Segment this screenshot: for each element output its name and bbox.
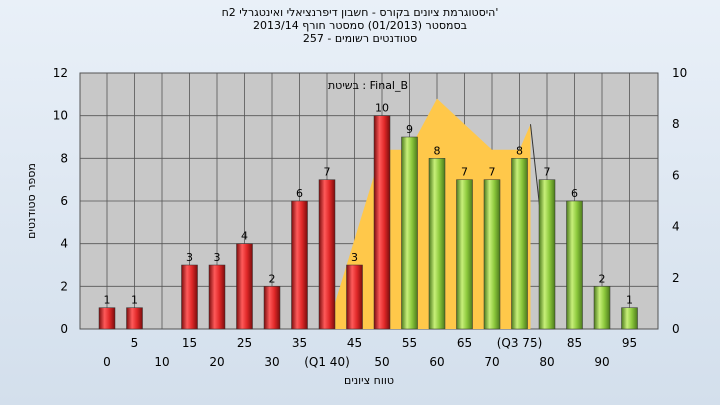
y2-tick-label: 8 xyxy=(672,117,680,131)
bar xyxy=(181,264,198,330)
y-tick-label: 0 xyxy=(60,322,68,336)
bar xyxy=(566,200,583,330)
x-tick-label: 65 xyxy=(457,336,472,350)
x-tick-label: 60 xyxy=(429,355,444,369)
x-tick-label: 35 xyxy=(292,336,307,350)
data-label: 7 xyxy=(489,166,496,179)
x-tick-label: 5 xyxy=(131,336,139,350)
data-label: 7 xyxy=(461,166,468,179)
x-tick-label: 85 xyxy=(567,336,582,350)
data-label: 3 xyxy=(214,251,221,264)
bar xyxy=(291,200,308,330)
bar xyxy=(456,179,473,330)
y-axis-title: מספר סטודנטים xyxy=(25,163,38,239)
bar xyxy=(483,179,501,330)
bar xyxy=(428,158,446,330)
x-tick-label: (Q1 40) xyxy=(304,355,350,369)
bar xyxy=(98,307,116,330)
data-label: 1 xyxy=(104,294,111,307)
y-tick-label: 6 xyxy=(60,194,68,208)
bar xyxy=(346,264,363,330)
x-tick-label: 10 xyxy=(154,355,169,369)
chart-title-line1: היסטוגרמת ציונים בקורס - חשבון דיפרנציאל… xyxy=(221,6,499,19)
x-tick-label: 20 xyxy=(209,355,224,369)
chart-title: היסטוגרמת ציונים בקורס - חשבון דיפרנציאל… xyxy=(0,6,720,45)
x-tick-label: (Q3 75) xyxy=(497,336,543,350)
bar xyxy=(538,179,556,330)
bar xyxy=(511,158,528,330)
bar xyxy=(263,286,281,330)
y-tick-label: 4 xyxy=(60,237,68,251)
data-label: 10 xyxy=(375,102,389,115)
chart-title-line2: בסמסטר (01/2013) סמסטר חורף 2013/14 xyxy=(253,19,467,32)
y2-tick-label: 6 xyxy=(672,168,680,182)
bar xyxy=(373,115,391,330)
bar xyxy=(126,307,143,330)
data-label: 3 xyxy=(351,251,358,264)
data-label: 1 xyxy=(131,294,138,307)
data-label: 7 xyxy=(544,166,551,179)
x-tick-label: 30 xyxy=(264,355,279,369)
bars xyxy=(98,115,638,330)
x-tick-label: 95 xyxy=(622,336,637,350)
y-tick-label: 8 xyxy=(60,151,68,165)
chart-annotation: בשיטת : Final_B xyxy=(328,79,408,92)
x-tick-label: 25 xyxy=(237,336,252,350)
x-tick-label: 90 xyxy=(594,355,609,369)
y2-tick-label: 4 xyxy=(672,220,680,234)
data-label: 2 xyxy=(269,272,276,285)
data-label: 8 xyxy=(434,144,441,157)
data-label: 6 xyxy=(571,187,578,200)
x-tick-label: 55 xyxy=(402,336,417,350)
data-label: 4 xyxy=(241,230,248,243)
data-label: 6 xyxy=(296,187,303,200)
bar xyxy=(621,307,638,330)
x-tick-label: 50 xyxy=(374,355,389,369)
bar xyxy=(236,243,253,330)
x-tick-label: 45 xyxy=(347,336,362,350)
x-tick-label: 15 xyxy=(182,336,197,350)
y-tick-label: 10 xyxy=(53,109,68,123)
bar xyxy=(208,264,226,330)
y2-tick-label: 0 xyxy=(672,322,680,336)
chart-title-line3: סטודנטים רשומים - 257 xyxy=(302,32,418,45)
data-label: 1 xyxy=(626,294,633,307)
bar xyxy=(318,179,336,330)
bar xyxy=(593,286,611,330)
x-tick-label: 80 xyxy=(539,355,554,369)
data-label: 7 xyxy=(324,166,331,179)
data-label: 2 xyxy=(599,272,606,285)
bar xyxy=(401,136,418,330)
y-tick-label: 2 xyxy=(60,279,68,293)
data-label: 8 xyxy=(516,144,523,157)
y2-tick-label: 10 xyxy=(672,66,687,80)
y-tick-label: 12 xyxy=(53,66,68,80)
x-tick-label: 70 xyxy=(484,355,499,369)
data-label: 3 xyxy=(186,251,193,264)
y2-tick-label: 2 xyxy=(672,271,680,285)
data-labels: 1 1 3 3 4 2 6 7 3 10 9 8 7 7 8 7 6 2 1 xyxy=(104,102,634,307)
data-label: 9 xyxy=(406,123,413,136)
x-axis-title: טווח ציונים xyxy=(344,374,394,387)
x-tick-label: 0 xyxy=(103,355,111,369)
